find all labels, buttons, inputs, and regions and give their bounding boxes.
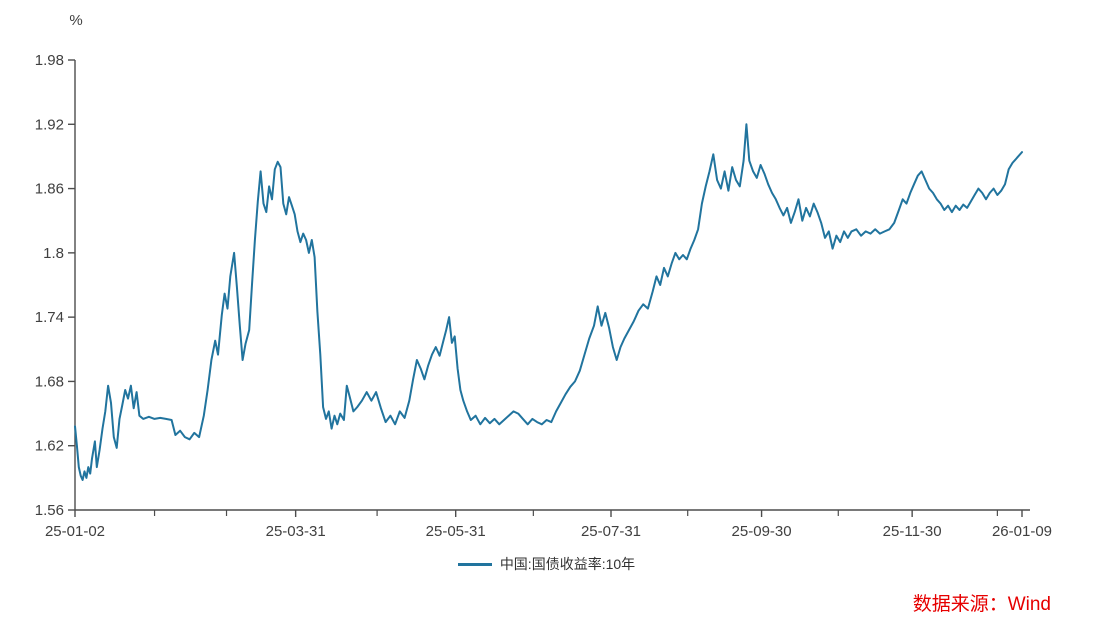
y-tick-label: 1.98 (35, 52, 64, 69)
legend-label: 中国:国债收益率:10年 (499, 556, 636, 572)
x-tick-label: 25-11-30 (883, 523, 942, 540)
y-tick-label: 1.56 (35, 502, 64, 519)
y-tick-label: 1.92 (35, 116, 64, 133)
yield-line-series (74, 123, 1023, 481)
y-axis-unit-label: % (69, 12, 83, 29)
y-tick-label: 1.68 (35, 373, 64, 390)
y-tick-label: 1.62 (35, 438, 64, 455)
x-tick-label: 26-01-09 (992, 523, 1052, 540)
x-tick-label: 25-03-31 (266, 523, 326, 540)
y-tick-label: 1.74 (35, 309, 64, 326)
y-tick-label: 1.8 (43, 245, 64, 262)
legend: 中国:国债收益率:10年 (0, 552, 1093, 576)
source-label: 数据来源：Wind (912, 594, 1051, 615)
x-tick-label: 25-09-30 (732, 523, 792, 540)
x-tick-label: 25-07-31 (581, 523, 641, 540)
x-tick-label: 25-01-02 (45, 523, 105, 540)
x-tick-label: 25-05-31 (426, 523, 486, 540)
y-tick-label: 1.86 (35, 181, 64, 198)
legend-line-swatch (457, 562, 492, 566)
